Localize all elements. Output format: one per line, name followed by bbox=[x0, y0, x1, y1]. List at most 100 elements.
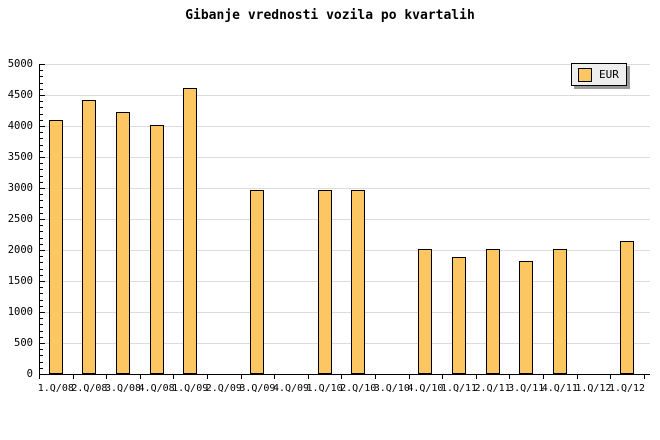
bar-4.Q/08 bbox=[150, 125, 164, 374]
y-axis-label: 3500 bbox=[7, 151, 33, 163]
y-axis-tick bbox=[40, 219, 45, 220]
x-axis-label: 4.Q/10 bbox=[407, 383, 444, 394]
x-axis-label: 3.Q/10 bbox=[373, 383, 410, 394]
x-axis-tick bbox=[39, 375, 40, 379]
y-axis-tick bbox=[40, 175, 43, 177]
y-axis-tick bbox=[40, 107, 43, 109]
y-axis-tick bbox=[40, 318, 43, 320]
y-axis-tick bbox=[40, 361, 43, 363]
bar-2.Q/10 bbox=[351, 190, 365, 374]
x-axis-tick bbox=[73, 375, 74, 379]
y-axis-tick bbox=[40, 88, 43, 90]
plot-area: 0 500 1000 1500 2000 2500 3000 3500 4000 4500 5000… bbox=[8, 58, 650, 394]
y-axis-tick bbox=[40, 113, 43, 115]
x-axis-label: 3.Q/11 bbox=[508, 383, 545, 394]
y-axis-tick bbox=[40, 336, 43, 338]
x-axis-label: 1.Q/12 bbox=[608, 383, 646, 394]
gridline bbox=[39, 126, 650, 127]
x-axis-tick bbox=[375, 375, 376, 379]
x-axis-line bbox=[39, 374, 650, 375]
y-axis-tick bbox=[40, 126, 45, 127]
bar-3.Q/09 bbox=[250, 190, 264, 374]
bar-3.Q/11 bbox=[519, 261, 533, 374]
x-axis-tick bbox=[577, 375, 578, 379]
x-axis-label: 1.Q/11 bbox=[440, 383, 478, 394]
y-axis-tick bbox=[40, 157, 45, 158]
y-axis-label: 3000 bbox=[7, 182, 33, 194]
x-axis-label: 4.Q/08 bbox=[138, 383, 175, 394]
y-axis-label: 4000 bbox=[7, 120, 33, 132]
gridline bbox=[39, 219, 650, 220]
x-axis-tick bbox=[509, 375, 510, 379]
y-axis-tick bbox=[40, 367, 43, 369]
gridline bbox=[39, 343, 650, 344]
legend: EUR bbox=[571, 63, 627, 86]
y-axis-tick bbox=[40, 293, 43, 295]
x-axis-tick bbox=[543, 375, 544, 379]
y-axis-tick bbox=[40, 194, 43, 196]
y-axis-tick bbox=[40, 312, 45, 313]
y-axis-label: 500 bbox=[14, 337, 33, 349]
y-axis-tick bbox=[40, 243, 43, 245]
x-axis-tick bbox=[341, 375, 342, 379]
x-axis-label: 3.Q/09 bbox=[239, 383, 276, 394]
y-axis-tick bbox=[40, 95, 45, 96]
bar-4.Q/10 bbox=[418, 249, 432, 374]
y-axis-label: 1000 bbox=[7, 306, 33, 318]
x-axis-label: 2.Q/08 bbox=[71, 383, 108, 394]
x-axis-label: 2.Q/09 bbox=[205, 383, 242, 394]
y-axis-tick bbox=[40, 132, 43, 134]
y-axis-line bbox=[39, 64, 40, 375]
x-axis-tick bbox=[241, 375, 242, 379]
y-axis-tick bbox=[40, 181, 43, 183]
y-axis-tick bbox=[40, 138, 43, 140]
y-axis-tick bbox=[40, 225, 43, 227]
y-axis-tick bbox=[40, 250, 45, 251]
y-axis-tick bbox=[40, 169, 43, 171]
legend-label: EUR bbox=[599, 67, 619, 81]
bar-3.Q/08 bbox=[116, 112, 130, 374]
x-axis-tick bbox=[173, 375, 174, 379]
y-axis-tick bbox=[40, 212, 43, 214]
y-axis-tick bbox=[40, 206, 43, 208]
y-axis-tick bbox=[40, 101, 43, 103]
x-axis-tick bbox=[610, 375, 611, 379]
bar-2.Q/11 bbox=[486, 249, 500, 374]
chart-title: Gibanje vrednosti vozila po kvartalih bbox=[185, 8, 475, 23]
x-axis-tick bbox=[140, 375, 141, 379]
gridline bbox=[39, 312, 650, 313]
y-axis-tick bbox=[40, 150, 43, 152]
y-axis-tick bbox=[40, 349, 43, 351]
y-axis-tick bbox=[40, 343, 45, 344]
x-axis-label: 2.Q/11 bbox=[474, 383, 511, 394]
x-axis-tick bbox=[274, 375, 275, 379]
y-axis-tick bbox=[40, 163, 43, 165]
y-axis-tick bbox=[40, 262, 43, 264]
bar-1.Q/11 bbox=[452, 257, 466, 374]
y-axis-label: 2000 bbox=[7, 244, 33, 256]
y-axis-tick bbox=[40, 231, 43, 233]
y-axis-label: 0 bbox=[26, 368, 33, 380]
y-axis-tick bbox=[40, 281, 45, 282]
gridline bbox=[39, 95, 650, 96]
y-axis-tick bbox=[40, 64, 45, 65]
y-axis-tick bbox=[40, 268, 43, 270]
y-axis-tick bbox=[40, 82, 43, 84]
gridline bbox=[39, 157, 650, 158]
y-axis-tick bbox=[40, 305, 43, 307]
y-axis-tick bbox=[40, 330, 43, 332]
y-axis-tick bbox=[40, 188, 45, 189]
x-axis-label: 4.Q/09 bbox=[272, 383, 310, 394]
x-axis-tick bbox=[644, 375, 645, 379]
y-axis-tick bbox=[40, 274, 43, 276]
legend-color-swatch-icon bbox=[578, 67, 592, 82]
gridline bbox=[39, 188, 650, 189]
y-axis-tick bbox=[40, 70, 43, 72]
x-axis-label: 1.Q/08 bbox=[37, 383, 74, 394]
bar-1.Q/12 bbox=[620, 241, 634, 374]
x-axis-label: 1.Q/09 bbox=[172, 383, 209, 394]
y-axis-tick bbox=[40, 287, 43, 289]
y-axis-tick bbox=[40, 237, 43, 239]
y-axis-label: 2500 bbox=[7, 213, 33, 225]
